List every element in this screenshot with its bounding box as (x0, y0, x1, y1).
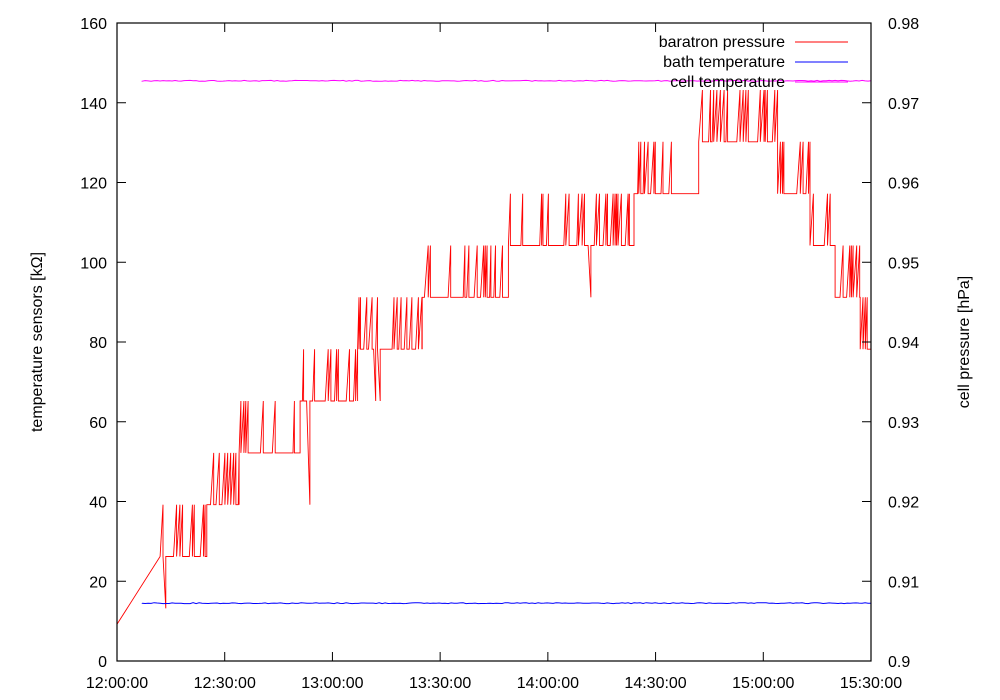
x-tick-label: 13:30:00 (409, 675, 471, 692)
y-left-tick-label: 160 (80, 16, 107, 33)
plot-layer (116, 79, 872, 625)
legend-label: baratron pressure (659, 34, 785, 51)
y-left-tick-label: 120 (80, 176, 107, 193)
x-tick-label: 15:00:00 (732, 675, 794, 692)
legend: baratron pressure bath temperature cell te… (659, 34, 848, 91)
y-right-tick-label: 0.94 (888, 335, 919, 352)
x-tick-label: 13:00:00 (301, 675, 363, 692)
series-line-bath-temperature (141, 602, 872, 605)
y-right-tick-label: 0.93 (888, 415, 919, 432)
y-right-tick-label: 0.91 (888, 574, 919, 591)
y-left-tick-label: 20 (89, 574, 107, 591)
y-right-tick-label: 0.96 (888, 176, 919, 193)
x-tick-label: 12:00:00 (86, 675, 148, 692)
y-left-tick-label: 0 (98, 654, 107, 671)
y-right-tick-label: 0.92 (888, 495, 919, 512)
series-line-cell-temperature (141, 79, 872, 82)
y-right-tick-label: 0.9 (888, 654, 910, 671)
left-axis-title: temperature sensors [kΩ] (29, 252, 46, 432)
legend-label: cell temperature (670, 74, 785, 91)
y-left-tick-label: 60 (89, 415, 107, 432)
x-tick-label: 12:30:00 (194, 675, 256, 692)
y-right-tick-label: 0.95 (888, 255, 919, 272)
tick-layer: 12:00:00 12:30:00 13:00:00 13:30:00 14:00:00… (80, 16, 919, 692)
x-tick-label: 14:30:00 (624, 675, 686, 692)
series-line-baratron-pressure (116, 89, 872, 625)
y-left-tick-label: 80 (89, 335, 107, 352)
y-left-tick-label: 100 (80, 255, 107, 272)
y-left-tick-label: 140 (80, 96, 107, 113)
x-tick-label: 15:30:00 (840, 675, 902, 692)
legend-label: bath temperature (663, 54, 785, 71)
y-left-tick-label: 40 (89, 495, 107, 512)
y-right-tick-label: 0.97 (888, 96, 919, 113)
x-tick-label: 14:00:00 (517, 675, 579, 692)
y-right-tick-label: 0.98 (888, 16, 919, 33)
plot-frame (116, 22, 872, 662)
right-axis-title: cell pressure [hPa] (956, 276, 973, 409)
